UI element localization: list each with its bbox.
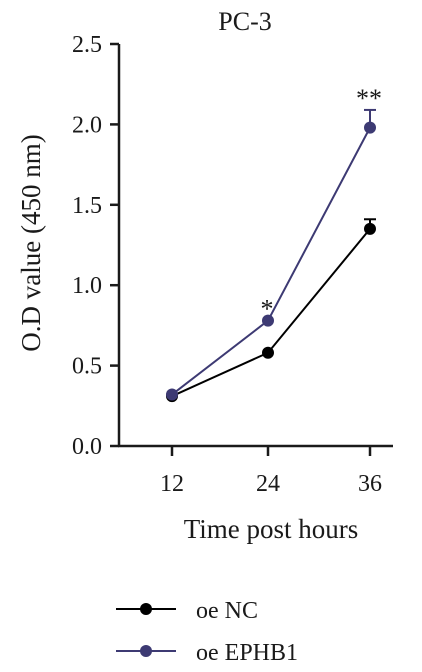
y-tick-label: 0.0 — [72, 434, 102, 460]
legend-item: oe EPHB1 — [116, 640, 298, 666]
y-tick-label: 1.0 — [72, 273, 102, 299]
y-tick-label: 1.5 — [72, 193, 102, 219]
data-point — [166, 388, 178, 401]
legend-marker — [140, 645, 152, 657]
legend-label: oe EPHB1 — [196, 640, 298, 666]
data-series — [166, 108, 376, 403]
y-axis-label: O.D value (450 nm) — [16, 134, 46, 351]
y-tick-label: 2.0 — [72, 112, 102, 138]
x-axis-label: Time post hours — [184, 514, 359, 544]
y-tick-label: 2.5 — [72, 32, 102, 58]
data-point — [262, 346, 274, 359]
legend-item: oe NC — [116, 598, 258, 624]
chart-title: PC-3 — [218, 7, 271, 36]
series-1 — [166, 108, 376, 401]
data-point — [364, 121, 376, 134]
significance-annotations: *** — [261, 84, 383, 324]
x-tick-label: 12 — [160, 471, 184, 497]
data-point — [262, 314, 274, 327]
y-tick-label: 0.5 — [72, 354, 102, 380]
x-tick-label: 36 — [358, 471, 382, 497]
x-ticks: 12 24 36 — [160, 446, 382, 497]
legend-label: oe NC — [196, 598, 258, 624]
y-ticks: 0.0 0.5 1.0 1.5 2.0 2.5 — [72, 32, 119, 460]
legend: oe NC oe EPHB1 — [116, 598, 298, 666]
significance-marker: ** — [356, 84, 382, 113]
x-tick-label: 24 — [256, 471, 280, 497]
data-point — [364, 222, 376, 235]
significance-marker: * — [261, 295, 274, 324]
legend-marker — [140, 603, 152, 615]
